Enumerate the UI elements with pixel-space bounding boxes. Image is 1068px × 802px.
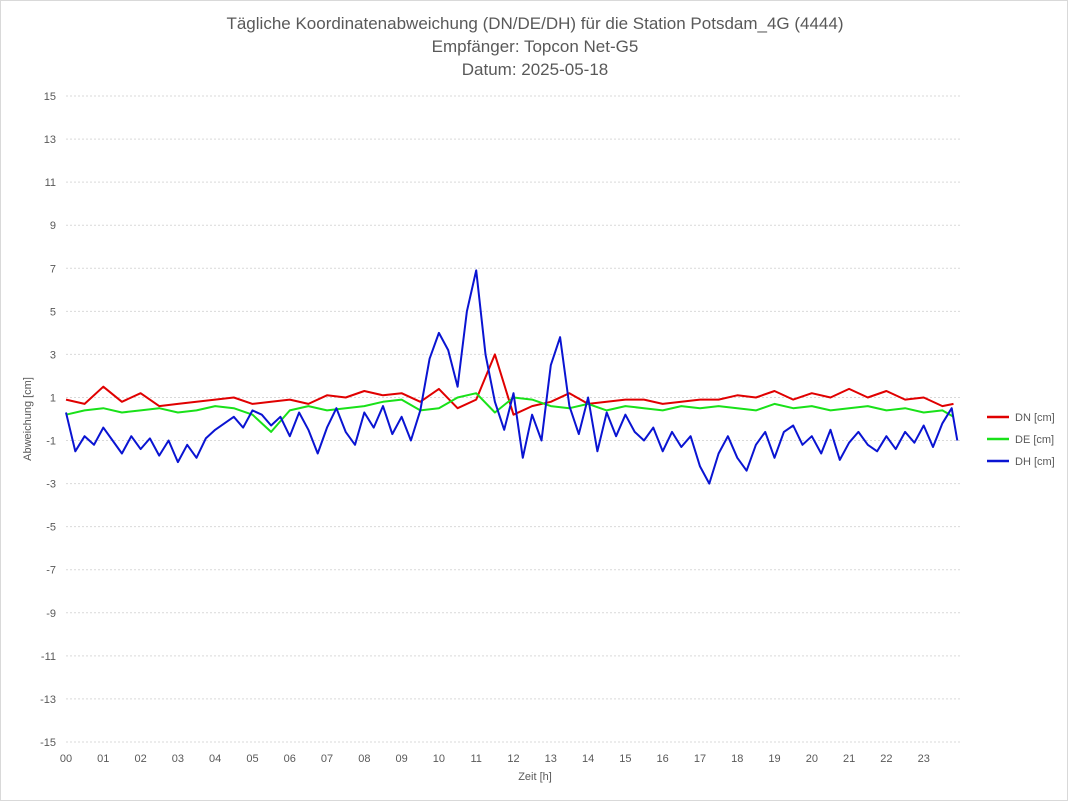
y-tick-label: -7	[46, 565, 56, 577]
x-tick-label: 05	[246, 753, 258, 765]
x-tick-label: 22	[880, 753, 892, 765]
y-tick-label: 11	[45, 177, 56, 189]
y-axis-label: Abweichung [cm]	[22, 377, 34, 461]
x-tick-label: 21	[843, 753, 855, 765]
x-tick-label: 16	[657, 753, 669, 765]
x-tick-label: 12	[507, 753, 519, 765]
x-tick-label: 20	[806, 753, 818, 765]
chart-title-line-1: Tägliche Koordinatenabweichung (DN/DE/DH…	[226, 14, 843, 33]
x-tick-label: 17	[694, 753, 706, 765]
y-tick-label: 3	[50, 349, 56, 361]
x-tick-label: 14	[582, 753, 594, 765]
legend-label: DH [cm]	[1015, 456, 1055, 468]
x-tick-label: 15	[619, 753, 631, 765]
y-tick-label: 15	[44, 91, 56, 103]
x-tick-label: 03	[172, 753, 184, 765]
x-tick-label: 13	[545, 753, 557, 765]
y-tick-label: 7	[50, 263, 56, 275]
y-tick-label: 5	[50, 306, 56, 318]
y-tick-label: -5	[46, 522, 56, 534]
gridlines	[66, 95, 961, 743]
y-tick-label: -3	[46, 479, 56, 491]
x-axis-ticks: 00 01 02 03 04 05 06 07 08 09 10 11 12 13 14 15 16 17 18 19…	[60, 753, 930, 765]
chart-title: Tägliche Koordinatenabweichung (DN/DE/DH…	[226, 14, 843, 79]
x-axis-label: Zeit [h]	[518, 771, 552, 783]
legend: DN [cm] DE [cm] DH [cm]	[987, 412, 1055, 468]
y-tick-label: 13	[44, 134, 56, 146]
chart-title-line-3: Datum: 2025-05-18	[462, 60, 608, 79]
y-axis-ticks: 15 13 11 9 7 5 3 1 -1 -3 -5 -7 -9 -11 -13 -15	[40, 91, 56, 749]
y-tick-label: -15	[40, 737, 56, 749]
y-tick-label: -13	[40, 694, 56, 706]
series-line-dn	[65, 353, 954, 416]
x-tick-label: 00	[60, 753, 72, 765]
x-tick-label: 01	[97, 753, 109, 765]
y-tick-label: -1	[46, 436, 56, 448]
x-tick-label: 10	[433, 753, 445, 765]
y-tick-label: -11	[41, 651, 56, 663]
y-tick-label: 9	[50, 220, 56, 232]
x-tick-label: 02	[134, 753, 146, 765]
series-lines	[65, 269, 959, 485]
x-tick-label: 08	[358, 753, 370, 765]
chart-title-line-2: Empfänger: Topcon Net-G5	[432, 37, 639, 56]
x-tick-label: 23	[918, 753, 930, 765]
legend-label: DN [cm]	[1015, 412, 1055, 424]
series-line-dh	[65, 269, 959, 485]
x-tick-label: 04	[209, 753, 221, 765]
legend-label: DE [cm]	[1015, 434, 1054, 446]
series-line-de	[65, 392, 954, 433]
x-tick-label: 19	[768, 753, 780, 765]
x-tick-label: 07	[321, 753, 333, 765]
x-tick-label: 06	[284, 753, 296, 765]
x-tick-label: 18	[731, 753, 743, 765]
y-tick-label: -9	[46, 608, 56, 620]
x-tick-label: 09	[396, 753, 408, 765]
x-tick-label: 11	[470, 753, 481, 765]
y-tick-label: 1	[50, 392, 56, 404]
